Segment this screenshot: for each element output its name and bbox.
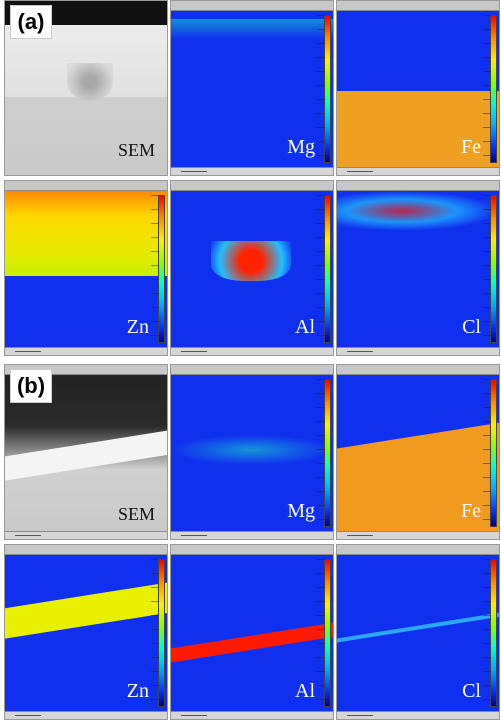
map-footer <box>337 711 499 719</box>
map-header <box>5 181 167 191</box>
element-label: Fe <box>461 500 481 522</box>
sem-corrosion-pit <box>67 63 113 101</box>
map-al-b: Al <box>170 544 334 720</box>
map-header <box>337 181 499 191</box>
scale-bar <box>347 171 373 172</box>
scale-bar <box>181 171 207 172</box>
element-label: Zn <box>126 316 149 338</box>
scale-bar <box>347 715 373 716</box>
element-label: Cl <box>462 680 481 702</box>
panel-tag: (b) <box>10 369 52 403</box>
map-footer <box>5 711 167 719</box>
colorbar-ticks <box>317 15 325 163</box>
map-header <box>171 365 333 375</box>
map-fe-a: Fe <box>336 0 500 176</box>
colorbar <box>490 559 497 707</box>
element-label: Zn <box>126 680 149 702</box>
colorbar <box>158 559 165 707</box>
element-label: Mg <box>287 500 315 522</box>
map-fe-b: Fe <box>336 364 500 540</box>
map-footer <box>5 347 167 355</box>
map-footer <box>337 167 499 175</box>
map-header <box>171 1 333 11</box>
scale-bar <box>15 351 41 352</box>
map-zn-b: Zn <box>4 544 168 720</box>
scale-bar <box>181 351 207 352</box>
scale-bar <box>347 351 373 352</box>
colorbar <box>490 195 497 343</box>
scale-bar <box>347 535 373 536</box>
map-header <box>171 181 333 191</box>
map-header <box>337 545 499 555</box>
colorbar <box>490 15 497 163</box>
colorbar-ticks <box>483 195 491 343</box>
map-mg-b: Mg <box>170 364 334 540</box>
scale-bar <box>181 535 207 536</box>
map-header <box>5 365 167 375</box>
colorbar <box>324 15 331 163</box>
colorbar <box>158 195 165 343</box>
sem-coating-layer <box>5 428 167 482</box>
map-mg-a: Mg <box>170 0 334 176</box>
map-footer <box>337 347 499 355</box>
colorbar-ticks <box>483 15 491 163</box>
panel-b: (b) SEM Mg Fe Zn Al Cl <box>0 364 501 721</box>
map-cl-a: Cl <box>336 180 500 356</box>
map-footer <box>171 531 333 539</box>
scale-bar <box>15 715 41 716</box>
colorbar <box>490 379 497 527</box>
colorbar <box>324 195 331 343</box>
element-label: Mg <box>287 136 315 158</box>
sem-image-a: (a) SEM <box>4 0 168 176</box>
map-zn-a: Zn <box>4 180 168 356</box>
colorbar-ticks <box>151 559 159 707</box>
map-header <box>337 1 499 11</box>
element-label: Fe <box>461 136 481 158</box>
map-cl-b: Cl <box>336 544 500 720</box>
map-footer <box>171 167 333 175</box>
map-al-a: Al <box>170 180 334 356</box>
map-header <box>5 545 167 555</box>
colorbar-ticks <box>317 559 325 707</box>
map-footer <box>171 711 333 719</box>
sem-image-b: (b) SEM <box>4 364 168 540</box>
sem-label: SEM <box>117 140 155 160</box>
colorbar-ticks <box>483 559 491 707</box>
map-footer <box>171 347 333 355</box>
map-header <box>171 545 333 555</box>
colorbar-ticks <box>151 195 159 343</box>
scale-bar <box>15 535 41 536</box>
scale-bar <box>181 715 207 716</box>
colorbar-ticks <box>317 379 325 527</box>
map-header <box>337 365 499 375</box>
colorbar <box>324 379 331 527</box>
map-footer <box>5 531 167 539</box>
sem-label: SEM <box>117 504 155 524</box>
element-label: Al <box>295 316 315 338</box>
map-footer <box>337 531 499 539</box>
colorbar-ticks <box>483 379 491 527</box>
colorbar-ticks <box>317 195 325 343</box>
element-label: Al <box>295 680 315 702</box>
colorbar <box>324 559 331 707</box>
element-label: Cl <box>462 316 481 338</box>
panel-tag: (a) <box>10 5 52 39</box>
panel-a: (a) SEM Mg Fe Zn Al Cl <box>0 0 501 357</box>
